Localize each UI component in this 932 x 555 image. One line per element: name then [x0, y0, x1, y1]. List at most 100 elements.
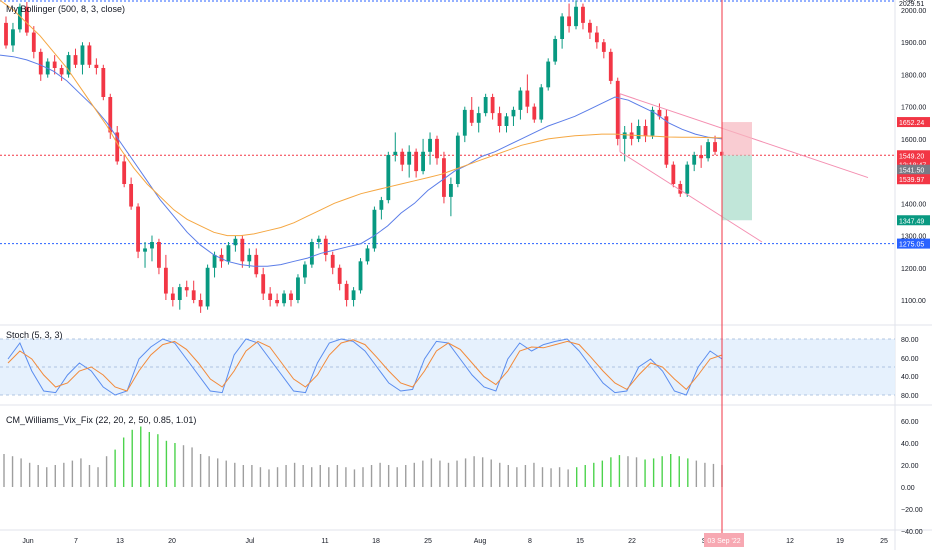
candle-body[interactable] [233, 238, 238, 246]
candle-body[interactable] [303, 264, 307, 278]
candle-body[interactable] [365, 248, 370, 262]
candle-body[interactable] [462, 109, 467, 136]
candle-body[interactable] [407, 151, 412, 165]
candle-body[interactable] [282, 293, 286, 304]
candle-body[interactable] [136, 206, 140, 252]
candle-body[interactable] [622, 132, 627, 139]
candle-body[interactable] [421, 151, 425, 172]
candle-body[interactable] [657, 109, 662, 117]
candle-body[interactable] [455, 135, 460, 184]
candle-body[interactable] [525, 90, 530, 107]
candle-body[interactable] [671, 164, 676, 184]
candle-body[interactable] [157, 242, 161, 268]
candle-body[interactable] [581, 6, 585, 23]
candle-body[interactable] [706, 142, 711, 159]
candle-body[interactable] [240, 238, 245, 262]
candle-body[interactable] [532, 106, 537, 120]
candle-body[interactable] [59, 68, 64, 75]
candle-body[interactable] [678, 184, 683, 194]
candle-body[interactable] [11, 29, 15, 46]
candle-body[interactable] [163, 267, 168, 294]
candle-body[interactable] [17, 6, 22, 30]
candle-body[interactable] [122, 161, 127, 184]
candle-body[interactable] [685, 164, 690, 194]
candle-body[interactable] [414, 151, 419, 172]
candle-body[interactable] [198, 300, 203, 307]
candle-body[interactable] [435, 138, 439, 159]
candle-body[interactable] [511, 109, 516, 117]
candle-body[interactable] [38, 51, 43, 75]
candle-body[interactable] [699, 155, 704, 159]
candle-body[interactable] [4, 22, 8, 46]
candle-body[interactable] [309, 242, 314, 265]
candle-body[interactable] [316, 238, 321, 242]
candle-body[interactable] [226, 245, 231, 262]
bollinger-mid-line[interactable] [0, 54, 723, 267]
candle-body[interactable] [539, 87, 544, 120]
price-label-box[interactable] [897, 174, 930, 185]
candle-body[interactable] [177, 287, 182, 300]
candle-body[interactable] [73, 55, 78, 65]
price-label-box[interactable] [897, 159, 930, 170]
candle-body[interactable] [469, 109, 474, 123]
candle-body[interactable] [615, 80, 620, 139]
candle-body[interactable] [713, 142, 717, 152]
stoch-pane-title[interactable]: Stoch (5, 3, 3) [6, 330, 63, 340]
candle-body[interactable] [344, 283, 349, 300]
candle-body[interactable] [664, 116, 669, 165]
cursor-date-box[interactable] [704, 533, 744, 547]
candle-body[interactable] [337, 267, 342, 284]
candle-body[interactable] [553, 39, 558, 62]
candle-body[interactable] [275, 300, 280, 304]
candle-body[interactable] [129, 184, 134, 207]
candle-body[interactable] [94, 64, 99, 68]
candle-body[interactable] [296, 277, 300, 300]
stop-loss-zone[interactable] [722, 122, 752, 156]
candle-body[interactable] [442, 158, 446, 197]
stoch-d-line[interactable] [7, 339, 723, 392]
take-profit-zone[interactable] [722, 155, 752, 221]
candle-body[interactable] [594, 32, 599, 43]
candle-body[interactable] [692, 155, 697, 165]
bollinger-slow-line[interactable] [0, 0, 723, 237]
candle-body[interactable] [212, 254, 217, 268]
candle-body[interactable] [636, 126, 641, 139]
candle-body[interactable] [115, 132, 120, 162]
candle-body[interactable] [289, 293, 293, 300]
price-label-box[interactable] [897, 150, 930, 161]
candle-body[interactable] [650, 109, 655, 136]
candle-body[interactable] [205, 267, 210, 307]
candle-body[interactable] [643, 126, 648, 136]
candle-body[interactable] [24, 6, 29, 33]
candle-body[interactable] [323, 238, 328, 255]
candle-body[interactable] [80, 45, 85, 65]
price-label-box[interactable] [897, 164, 930, 175]
candle-body[interactable] [560, 16, 565, 39]
candle-body[interactable] [490, 97, 495, 114]
candle-body[interactable] [518, 90, 523, 110]
price-label-box[interactable] [897, 215, 930, 226]
candle-body[interactable] [393, 151, 398, 155]
candle-body[interactable] [330, 254, 335, 268]
candle-body[interactable] [184, 287, 189, 291]
vix-pane-title[interactable]: CM_Williams_Vix_Fix (22, 20, 2, 50, 0.85… [6, 415, 197, 425]
candle-body[interactable] [428, 138, 432, 152]
candle-body[interactable] [358, 261, 363, 291]
main-pane-title[interactable]: My Bollinger (500, 8, 3, close) [6, 4, 126, 14]
candle-body[interactable] [574, 6, 578, 27]
candle-body[interactable] [108, 97, 113, 133]
candle-body[interactable] [504, 116, 509, 126]
candle-body[interactable] [400, 151, 405, 165]
price-label-box[interactable] [897, 117, 930, 128]
candle-body[interactable] [52, 61, 57, 68]
candle-body[interactable] [247, 254, 252, 262]
price-label-box[interactable] [897, 238, 930, 249]
candle-body[interactable] [101, 68, 106, 97]
candle-body[interactable] [351, 290, 356, 300]
candle-body[interactable] [150, 242, 154, 249]
candle-body[interactable] [143, 248, 147, 252]
candle-body[interactable] [261, 274, 266, 294]
candle-body[interactable] [66, 55, 71, 75]
candle-body[interactable] [87, 45, 92, 65]
